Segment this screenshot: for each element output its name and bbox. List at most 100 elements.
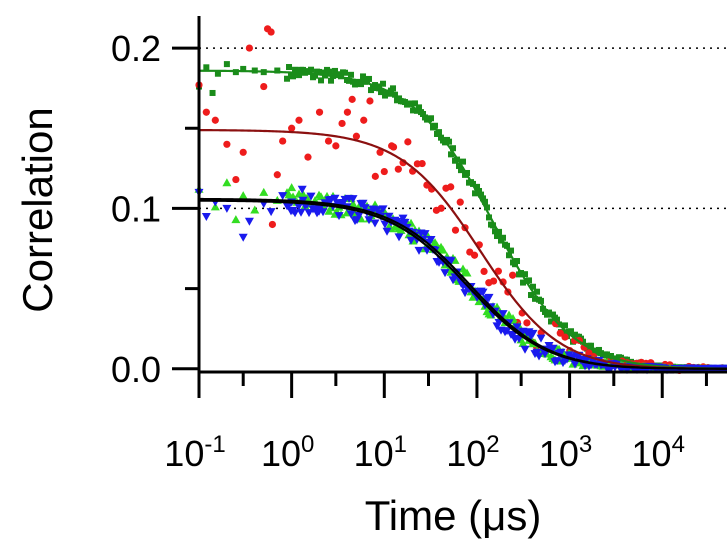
data-point — [332, 67, 339, 74]
data-point — [378, 89, 385, 96]
data-point — [348, 195, 358, 204]
data-point — [534, 352, 544, 361]
data-point — [386, 90, 393, 97]
data-point — [394, 165, 402, 173]
data-point — [462, 268, 472, 277]
data-point — [420, 110, 427, 117]
data-point — [238, 191, 248, 200]
data-point — [358, 81, 365, 88]
fit-curve — [198, 128, 727, 370]
axes — [197, 16, 727, 374]
data-point — [315, 108, 324, 116]
fit-curves — [198, 69, 727, 370]
data-point — [296, 72, 303, 79]
data-point — [562, 322, 569, 329]
data-point — [376, 148, 384, 156]
data-point — [404, 138, 412, 146]
data-point — [480, 195, 487, 202]
data-point — [456, 198, 464, 206]
data-point — [267, 28, 275, 36]
data-point — [380, 167, 388, 176]
x-tick-label: 10-1 — [164, 431, 225, 474]
data-point — [528, 292, 535, 299]
data-point — [222, 204, 232, 213]
data-point — [508, 247, 515, 254]
x-tick-label: 100 — [261, 431, 314, 474]
data-point — [508, 331, 518, 340]
data-point — [245, 44, 254, 52]
data-point — [490, 222, 497, 229]
data-point — [550, 311, 557, 318]
data-point — [332, 142, 340, 150]
data-point — [382, 227, 392, 236]
data-point — [526, 277, 533, 284]
data-point — [201, 212, 211, 221]
data-point — [290, 209, 300, 218]
data-point — [400, 218, 410, 227]
data-point — [548, 344, 558, 353]
data-point — [532, 295, 539, 302]
data-point — [348, 71, 355, 78]
data-point — [548, 318, 555, 325]
y-tick-label: 0.0 — [111, 349, 161, 390]
data-point — [343, 108, 352, 116]
data-point — [556, 348, 566, 357]
data-point — [530, 283, 537, 290]
data-point — [348, 95, 356, 103]
data-point — [432, 122, 439, 129]
data-point — [456, 162, 463, 169]
data-point — [304, 209, 314, 218]
data-point — [410, 107, 417, 114]
data-point — [396, 225, 406, 234]
data-point — [437, 204, 445, 212]
fit-curve — [198, 199, 727, 370]
data-point — [484, 293, 494, 302]
data-point — [406, 236, 416, 245]
data-point — [266, 208, 276, 217]
data-point — [476, 187, 483, 194]
data-point — [522, 271, 529, 278]
data-point — [486, 214, 493, 221]
data-point — [326, 68, 333, 75]
data-point — [556, 329, 564, 337]
data-point — [498, 310, 508, 319]
data-point — [306, 192, 316, 201]
data-point — [232, 175, 240, 184]
y-axis-label: Correlation — [14, 107, 61, 312]
data-point — [523, 319, 531, 327]
data-point — [352, 132, 361, 140]
data-point — [295, 116, 303, 124]
data-point — [268, 220, 277, 229]
data-point — [308, 66, 315, 73]
data-point — [238, 233, 248, 242]
data-point — [494, 267, 502, 275]
data-point — [250, 205, 260, 214]
data-point — [310, 205, 320, 214]
data-point — [412, 100, 419, 107]
data-point — [209, 89, 216, 96]
data-point — [370, 219, 380, 228]
data-point — [492, 228, 499, 235]
data-point — [364, 216, 374, 225]
data-point — [398, 214, 408, 223]
data-point — [312, 72, 319, 79]
data-point — [514, 258, 521, 265]
data-point — [346, 77, 353, 84]
data-point — [414, 246, 424, 255]
data-point — [294, 202, 304, 211]
data-point — [446, 257, 456, 266]
data-point — [366, 97, 374, 105]
data-point — [554, 316, 561, 323]
data-point — [520, 279, 527, 286]
data-point — [440, 269, 450, 278]
data-point — [240, 65, 247, 72]
data-point — [358, 199, 368, 208]
data-point — [478, 288, 488, 297]
data-point — [316, 192, 326, 201]
data-point — [580, 338, 587, 345]
data-point — [458, 167, 465, 174]
data-point — [596, 346, 603, 353]
x-tick-label: 101 — [354, 431, 407, 474]
data-point — [420, 230, 430, 239]
data-point — [448, 151, 455, 158]
